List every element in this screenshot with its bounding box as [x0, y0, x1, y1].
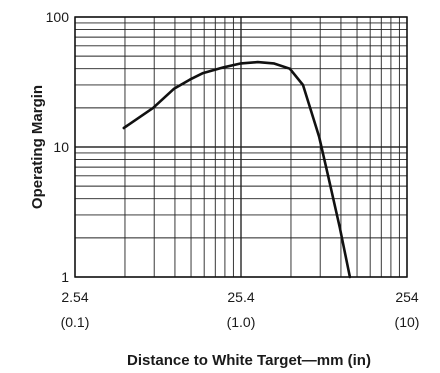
- x-tick-sublabel: (0.1): [61, 314, 90, 330]
- chart-grid: [74, 16, 408, 278]
- series-line: [122, 60, 352, 279]
- plot-frame: [74, 16, 408, 278]
- x-tick-label: 25.4: [227, 289, 254, 305]
- x-tick-label: 2.54: [61, 289, 88, 305]
- x-tick-label: 254: [395, 289, 419, 305]
- x-axis-title: Distance to White Target—mm (in): [127, 352, 371, 369]
- x-tick-sublabel: (10): [395, 314, 420, 330]
- series-curve: [122, 60, 352, 279]
- y-tick-label: 10: [53, 139, 69, 155]
- y-tick-label: 1: [61, 269, 69, 285]
- tick-labels: 2.54 (0.1) 25.4 (1.0) 254 (10) 1 10 100: [46, 9, 420, 330]
- x-tick-sublabel: (1.0): [227, 314, 256, 330]
- y-tick-label: 100: [46, 9, 70, 25]
- y-axis-title: Operating Margin: [29, 85, 46, 209]
